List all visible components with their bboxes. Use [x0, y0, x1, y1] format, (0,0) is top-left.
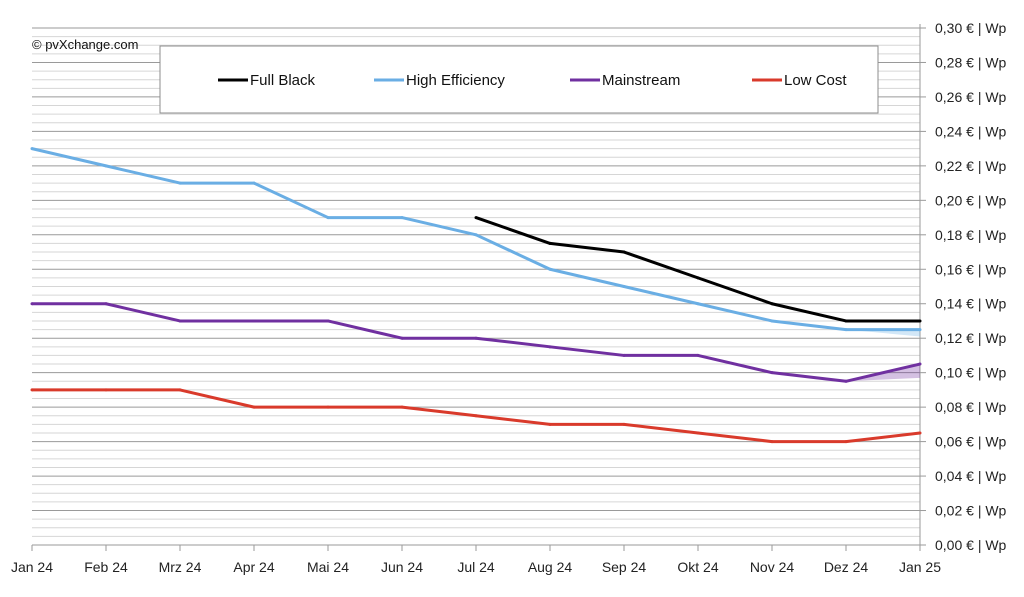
data-point: [844, 328, 848, 332]
y-tick-label: 0,20 € | Wp: [935, 192, 1007, 208]
label-layer: 0,00 € | Wp 0,02 € | Wp 0,04 € | Wp 0,06 € …: [11, 20, 1007, 575]
data-point: [622, 285, 626, 288]
y-tick-label: 0,12 € | Wp: [935, 330, 1007, 346]
y-tick-label: 0,04 € | Wp: [935, 468, 1007, 484]
series-line-2: [32, 302, 921, 383]
data-point: [918, 431, 922, 435]
data-point: [696, 431, 700, 435]
data-point: [548, 345, 552, 349]
y-tick-label: 0,02 € | Wp: [935, 503, 1007, 519]
data-point: [844, 319, 848, 323]
y-tick-label: 0,16 € | Wp: [935, 261, 1007, 277]
data-point: [474, 414, 478, 418]
data-point: [326, 405, 330, 409]
y-tick-label: 0,10 € | Wp: [935, 365, 1007, 381]
x-tick-label: Mai 24: [307, 559, 349, 575]
axis-layer: [31, 24, 926, 551]
data-point: [918, 328, 922, 332]
legend: Full Black High Efficiency Mainstream Low C…: [159, 45, 879, 114]
data-point: [104, 164, 108, 168]
data-point: [918, 362, 922, 366]
legend-label: Low Cost: [784, 72, 847, 89]
data-point: [696, 276, 700, 280]
legend-label: Mainstream: [602, 72, 680, 89]
y-tick-label: 0,00 € | Wp: [935, 537, 1007, 553]
x-tick-label: Jun 24: [381, 559, 423, 575]
data-point: [474, 216, 478, 220]
legend-items: Full Black High Efficiency Mainstream Low C…: [218, 72, 847, 89]
x-tick-label: Apr 24: [233, 559, 274, 575]
data-point: [474, 233, 478, 237]
y-tick-label: 0,28 € | Wp: [935, 54, 1007, 70]
data-point: [622, 422, 626, 426]
data-point: [400, 405, 404, 409]
x-tick-label: Aug 24: [528, 559, 573, 575]
data-point: [770, 302, 774, 306]
data-point: [252, 319, 256, 323]
y-tick-label: 0,26 € | Wp: [935, 89, 1007, 105]
x-tick-label: Okt 24: [677, 559, 718, 575]
data-point: [178, 181, 182, 185]
data-point: [548, 422, 552, 426]
legend-label: High Efficiency: [406, 72, 505, 89]
data-point: [30, 147, 34, 151]
data-point: [844, 440, 848, 444]
data-point: [770, 371, 774, 375]
data-point: [104, 388, 108, 392]
x-tick-label: Sep 24: [602, 559, 647, 575]
data-point: [104, 302, 108, 306]
data-point: [696, 302, 700, 306]
x-tick-label: Mrz 24: [159, 559, 202, 575]
data-point: [548, 267, 552, 271]
data-point: [400, 216, 404, 220]
y-tick-label: 0,06 € | Wp: [935, 434, 1007, 450]
data-point: [844, 379, 848, 383]
x-tick-label: Jan 24: [11, 559, 53, 575]
data-point: [178, 388, 182, 392]
data-point: [770, 319, 774, 323]
data-point: [918, 319, 922, 323]
forecast-band-1: [846, 329, 920, 337]
x-tick-label: Dez 24: [824, 559, 869, 575]
y-tick-label: 0,30 € | Wp: [935, 20, 1007, 36]
data-point: [474, 336, 478, 340]
y-tick-label: 0,18 € | Wp: [935, 227, 1007, 243]
y-tick-label: 0,22 € | Wp: [935, 158, 1007, 174]
x-tick-label: Feb 24: [84, 559, 128, 575]
data-point: [696, 353, 700, 357]
data-point: [30, 302, 34, 306]
data-point: [548, 241, 552, 245]
data-point: [622, 353, 626, 357]
data-point: [178, 319, 182, 323]
series-layer: [30, 147, 922, 444]
data-point: [252, 181, 256, 185]
data-point: [770, 440, 774, 444]
y-tick-label: 0,14 € | Wp: [935, 296, 1007, 312]
data-point: [622, 250, 626, 254]
y-tick-label: 0,24 € | Wp: [935, 123, 1007, 139]
data-point: [400, 336, 404, 340]
legend-label: Full Black: [250, 72, 316, 89]
data-point: [326, 319, 330, 323]
x-tick-label: Nov 24: [750, 559, 795, 575]
x-tick-label: Jan 25: [899, 559, 941, 575]
y-tick-label: 0,08 € | Wp: [935, 399, 1007, 415]
data-point: [326, 216, 330, 220]
x-tick-label: Jul 24: [457, 559, 495, 575]
data-point: [252, 405, 256, 409]
series-line-1: [31, 147, 920, 332]
copyright-text: © pvXchange.com: [32, 37, 138, 52]
data-point: [30, 388, 34, 392]
